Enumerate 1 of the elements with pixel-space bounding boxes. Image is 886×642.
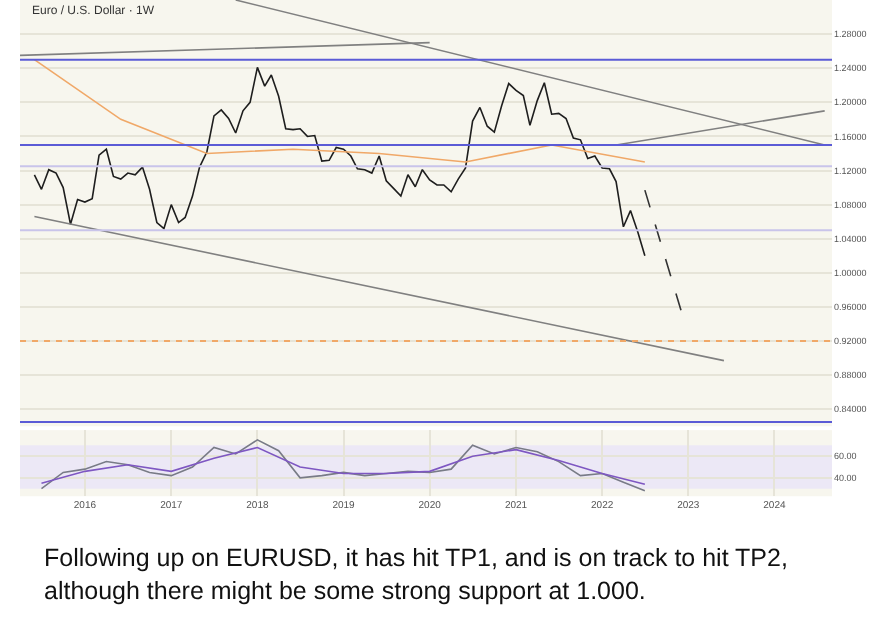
text: Following up on EURUSD, it has hit TP1, and is on track to hit TP2, although there might be some strong support at 1.000. xyxy=(44,544,788,605)
